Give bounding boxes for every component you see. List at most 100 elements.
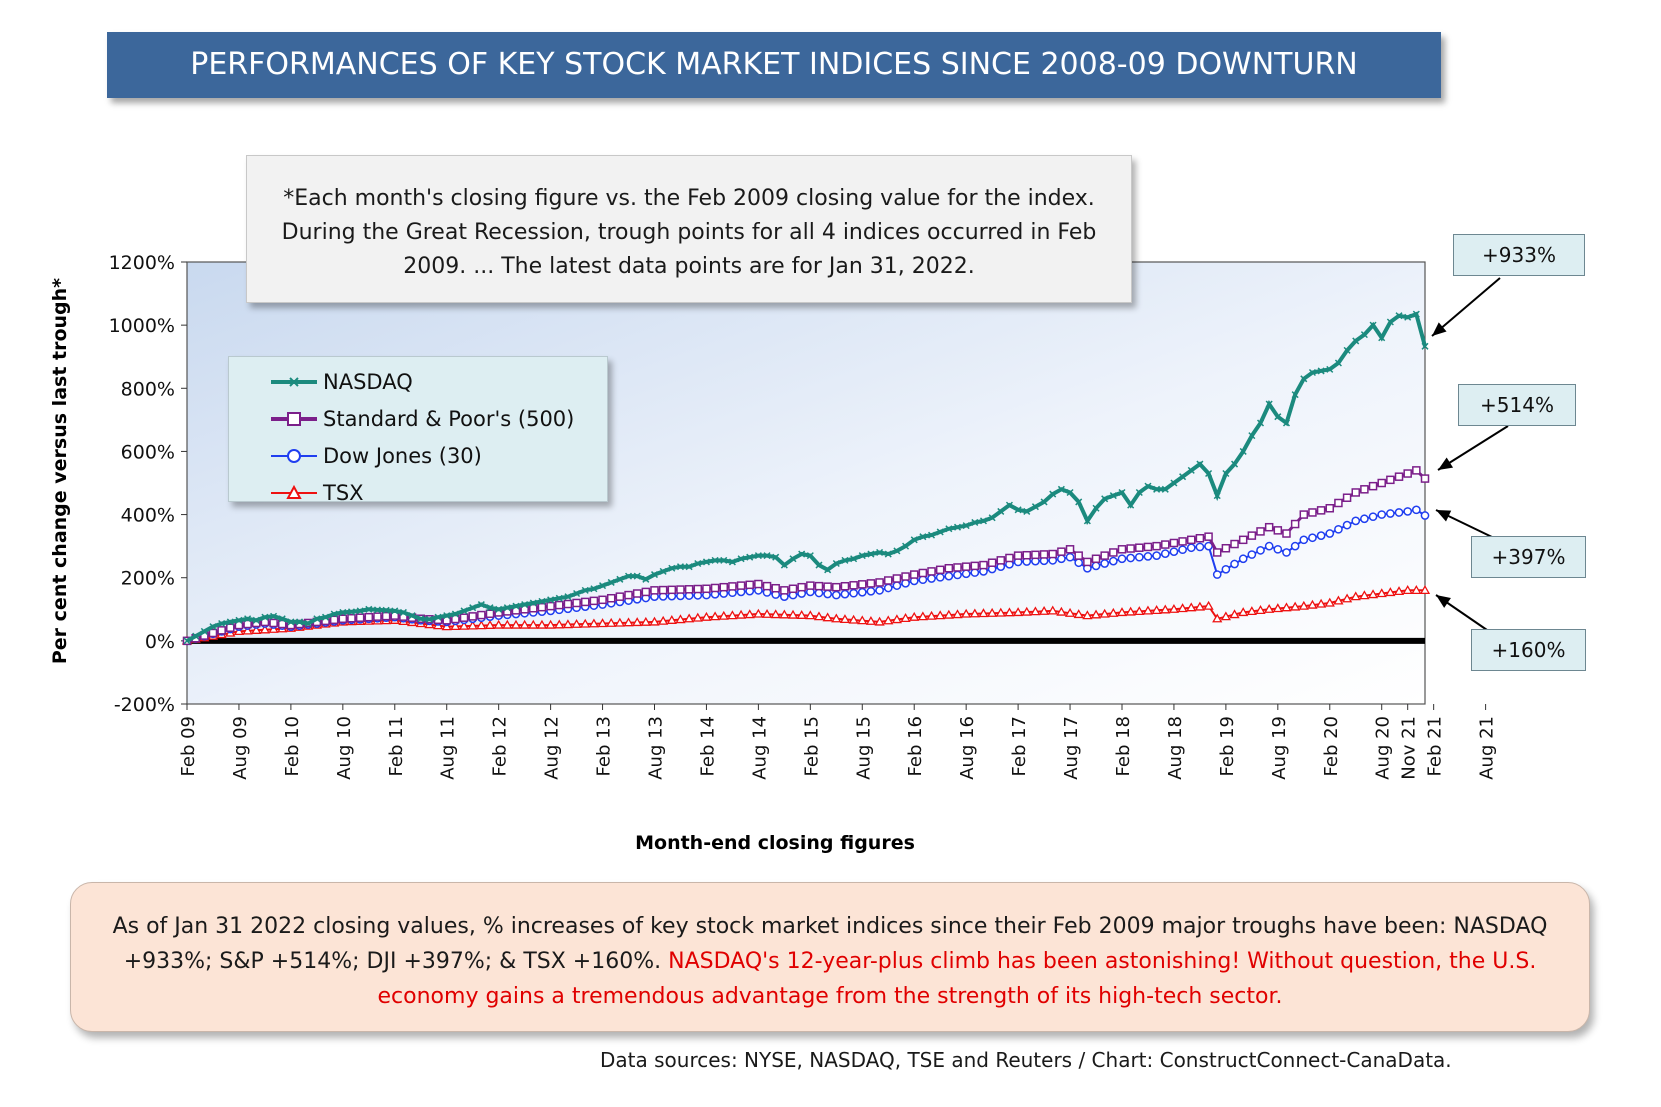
x-tick-label: Feb 17: [1009, 716, 1030, 777]
data-point: [832, 559, 840, 568]
data-point: [770, 609, 781, 619]
data-point: [1057, 547, 1066, 556]
x-tick-label: Feb 13: [594, 716, 615, 777]
data-point: [1308, 508, 1317, 517]
data-point: [1369, 321, 1377, 329]
data-point: [1092, 504, 1100, 512]
data-point: [1152, 541, 1161, 551]
data-point: [597, 618, 608, 628]
data-point: [1101, 495, 1109, 503]
x-tick-label: Feb 16: [905, 716, 926, 777]
data-point: [1168, 603, 1180, 613]
data-point: [1178, 537, 1187, 546]
data-point: [1031, 503, 1039, 511]
data-point: [1117, 545, 1127, 554]
data-point: [1056, 606, 1067, 616]
x-tick-label: Aug 19: [1269, 716, 1290, 780]
legend-marker-sp500: [271, 411, 317, 426]
data-point: [1274, 413, 1282, 421]
data-point: [330, 610, 338, 618]
data-point: [1264, 603, 1275, 613]
data-point: [702, 558, 710, 566]
data-point: [1265, 400, 1273, 408]
data-point: [1151, 605, 1162, 614]
data-point: [1023, 507, 1031, 515]
data-point: [1273, 544, 1283, 554]
data-point: [1334, 359, 1342, 367]
data-point: [892, 574, 902, 583]
data-point: [1134, 606, 1145, 616]
data-point: [867, 550, 875, 558]
data-point: [979, 517, 988, 525]
data-point: [823, 589, 832, 599]
data-point: [1030, 606, 1041, 616]
data-point: [719, 582, 729, 592]
data-point: [1075, 498, 1083, 506]
data-point: [935, 565, 945, 575]
data-point: [1126, 553, 1136, 563]
data-point: [815, 561, 823, 569]
data-point: [1186, 543, 1196, 553]
data-point: [1298, 600, 1309, 610]
data-point: [476, 620, 487, 630]
data-point: [684, 585, 694, 594]
y-tick-label: -200%: [114, 694, 175, 716]
data-point: [632, 617, 643, 627]
data-point: [1153, 485, 1161, 493]
data-point: [1161, 540, 1170, 549]
data-point: [840, 581, 850, 591]
data-point: [1074, 558, 1084, 568]
data-point: [1135, 543, 1144, 552]
data-point: [347, 613, 356, 623]
data-point: [875, 585, 884, 595]
data-point: [1005, 553, 1014, 563]
data-point: [1203, 600, 1214, 610]
data-point: [1359, 590, 1370, 600]
data-point: [788, 584, 798, 594]
data-point: [209, 623, 217, 631]
data-point: [735, 609, 747, 619]
y-tick-label: 400%: [121, 505, 175, 527]
data-point: [772, 553, 780, 561]
data-point: [798, 550, 806, 558]
data-point: [901, 572, 910, 581]
data-point: [850, 555, 858, 563]
data-point: [1360, 514, 1369, 524]
data-point: [943, 609, 954, 619]
x-tick-label: Aug 12: [542, 716, 563, 780]
data-point: [865, 615, 877, 625]
data-point: [814, 581, 824, 591]
data-point: [1403, 469, 1412, 478]
data-point: [537, 602, 547, 612]
callout-arrow-nasdaq: [1431, 277, 1501, 337]
data-point: [304, 619, 312, 628]
x-tick-label: Aug 15: [853, 716, 874, 780]
data-point: [1187, 535, 1196, 545]
data-point: [1360, 485, 1369, 494]
data-point: [1334, 498, 1343, 508]
data-point: [580, 618, 591, 628]
data-point: [1178, 545, 1187, 555]
data-point: [623, 617, 634, 627]
data-point: [918, 568, 928, 578]
data-point: [866, 586, 876, 596]
x-tick-label: Aug 10: [334, 716, 355, 780]
summary-text: As of Jan 31 2022 closing values, % incr…: [112, 914, 1548, 974]
data-point: [979, 560, 988, 570]
data-point: [1109, 492, 1117, 500]
data-point: [1143, 552, 1153, 561]
data-point: [771, 583, 780, 593]
data-point: [676, 563, 684, 571]
data-point: [269, 618, 278, 628]
data-point: [555, 600, 564, 610]
data-point: [381, 611, 391, 621]
data-point: [840, 589, 850, 599]
x-axis: Feb 09 Aug 09 Feb 10 Aug 10 Feb 11 Aug 11 Feb …: [178, 704, 1498, 780]
data-point: [1377, 510, 1387, 519]
data-point: [1196, 460, 1204, 468]
data-point: [1238, 554, 1248, 564]
data-point: [512, 602, 520, 610]
data-point: [562, 619, 574, 629]
data-point: [1057, 554, 1066, 564]
data-point: [1212, 548, 1222, 557]
